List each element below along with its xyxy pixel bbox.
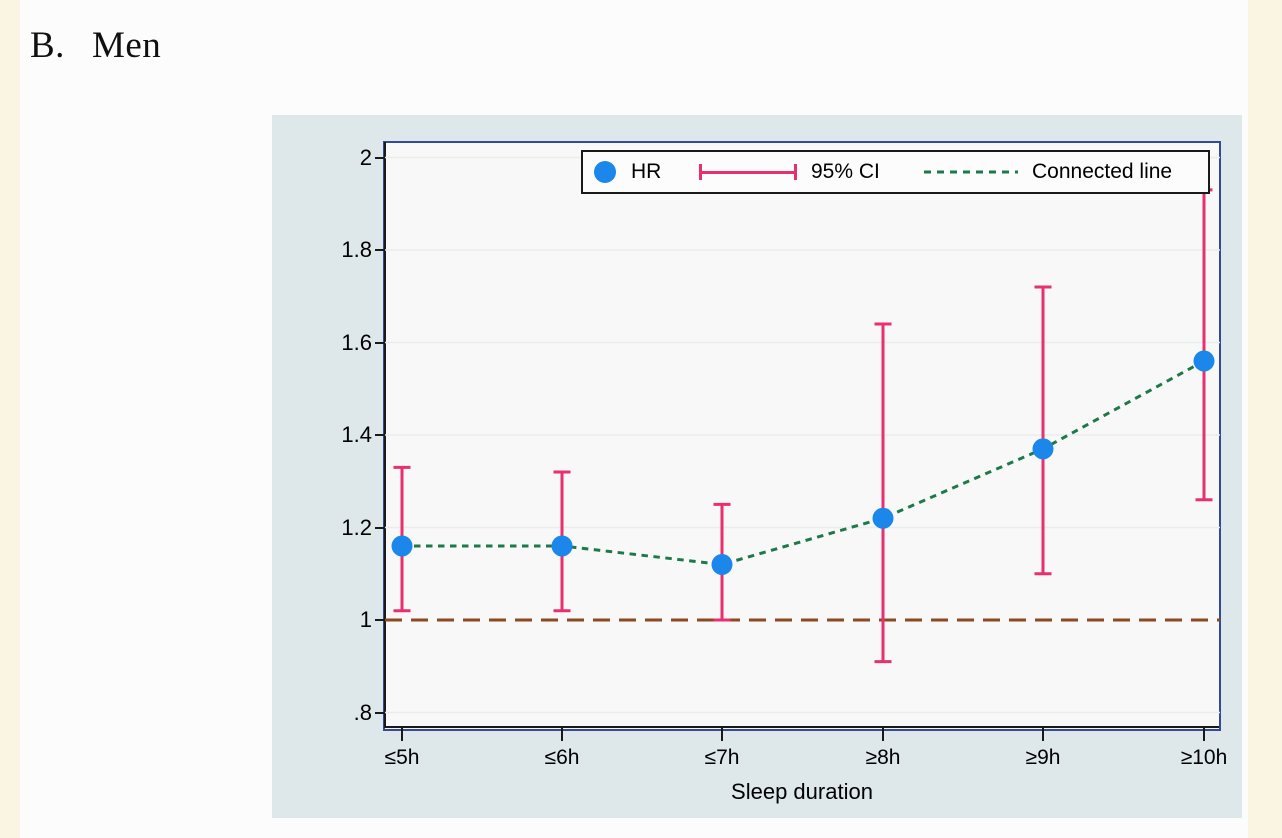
y-tick-mark — [375, 526, 385, 529]
panel-letter: B. — [30, 25, 65, 66]
y-tick-label: .8 — [353, 699, 372, 725]
plot-canvas — [385, 156, 1220, 714]
plot-frame — [383, 141, 1221, 731]
y-tick-label: 1.2 — [341, 514, 372, 540]
hr-marker — [391, 535, 413, 557]
x-tick-mark — [1203, 728, 1205, 741]
x-axis-title: Sleep duration — [731, 779, 873, 804]
connected-line-icon — [924, 170, 1018, 174]
x-tick-label: ≥8h — [865, 746, 901, 769]
y-tick-label: 2 — [359, 144, 372, 170]
y-tick-mark — [375, 711, 385, 714]
x-tick-mark — [401, 728, 403, 741]
y-tick-label: 1.4 — [341, 422, 372, 447]
legend: HR 95% CI Connected line — [581, 150, 1210, 194]
hr-marker — [1032, 438, 1054, 460]
y-tick-mark — [375, 341, 385, 344]
x-tick-label: ≤5h — [384, 746, 420, 769]
x-tick-mark — [561, 728, 563, 741]
legend-label-ci: 95% CI — [811, 160, 880, 183]
y-tick-mark — [375, 156, 385, 159]
panel-title: B. Men — [30, 24, 161, 67]
x-tick-mark — [721, 728, 723, 741]
x-tick-label: ≥10h — [1180, 746, 1228, 769]
hr-marker — [1193, 350, 1215, 372]
ci-errorbar-icon — [699, 164, 797, 180]
y-tick-label: 1 — [359, 607, 372, 632]
page-left-margin — [0, 0, 20, 838]
x-tick-label: ≤7h — [704, 746, 740, 769]
y-tick-mark — [375, 434, 385, 436]
y-tick-mark — [375, 619, 385, 621]
y-tick-mark — [375, 249, 385, 251]
page-right-margin — [1248, 0, 1282, 838]
y-tick-label: 1.8 — [341, 237, 372, 262]
x-tick-mark — [882, 728, 884, 741]
x-tick-mark — [1042, 728, 1044, 741]
x-tick-label: ≤6h — [544, 746, 580, 769]
panel-name: Men — [91, 25, 162, 66]
connected-line — [402, 359, 1205, 567]
legend-label-hr: HR — [631, 160, 662, 183]
y-tick-label: 1.6 — [341, 329, 372, 355]
hr-marker — [711, 554, 733, 575]
hr-marker — [872, 507, 894, 529]
hr-marker — [551, 535, 573, 557]
x-tick-label: ≥9h — [1025, 746, 1061, 769]
hr-marker-icon — [594, 161, 616, 183]
legend-label-connected-line: Connected line — [1032, 160, 1173, 183]
x-axis-line — [384, 726, 1219, 728]
